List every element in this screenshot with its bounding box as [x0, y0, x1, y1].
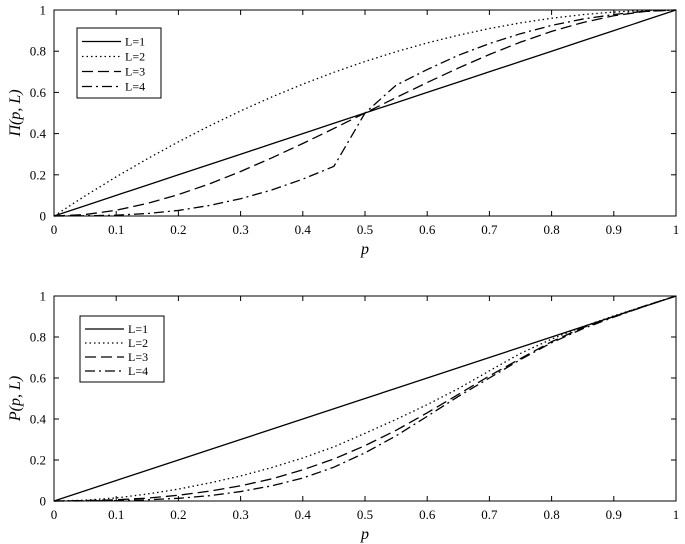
x-tick-label: 0: [51, 222, 58, 237]
x-axis-label: p: [360, 526, 369, 543]
x-tick-label: 1: [673, 507, 680, 522]
legend-label-2: L=2: [125, 50, 145, 64]
series-line-1: [53, 295, 677, 502]
x-tick-label: 0.8: [543, 507, 559, 522]
series-line-2: [53, 295, 677, 502]
bottom-chart-panel: 0 0.1 0.2 0.3 0.4 0.5 0.6 0.7 0.8 0.9 1 0 0.2 0.4 0.6 0…: [7, 289, 679, 544]
y-tick-label: 0.6: [30, 85, 47, 100]
x-tick-label: 0.4: [295, 222, 312, 237]
x-tick-label: 0.3: [232, 507, 248, 522]
x-tick-label: 0.7: [481, 507, 498, 522]
y-tick-label: 0.6: [30, 371, 47, 386]
y-tick-label: 0.8: [30, 44, 46, 59]
y-axis-label: Π(p, L): [7, 89, 24, 137]
legend-box: [79, 315, 165, 383]
x-tick-label: 0.1: [108, 222, 124, 237]
y-tick-label: 0: [40, 494, 47, 509]
x-tick-label: 0.3: [232, 222, 248, 237]
legend-box: [76, 27, 162, 99]
legend-label-3: L=3: [128, 350, 148, 364]
y-tick-label: 0.4: [30, 126, 47, 141]
y-tick-label: 0.8: [30, 330, 46, 345]
y-axis-label: P(p, L): [7, 376, 24, 422]
top-chart-panel: 0 0.1 0.2 0.3 0.4 0.5 0.6 0.7 0.8 0.9 1 0 0.2 0.4 0.6 0…: [7, 3, 679, 259]
x-tick-label: 0.1: [108, 507, 124, 522]
x-tick-label: 0.9: [606, 222, 622, 237]
x-tick-label: 0.7: [481, 222, 498, 237]
x-tick-label: 0.6: [419, 507, 436, 522]
legend-label-4: L=4: [125, 80, 145, 94]
y-tick-label: 0.2: [30, 453, 46, 468]
y-tick-label: 0.4: [30, 412, 47, 427]
series-line-3: [53, 295, 677, 502]
series-line-4: [53, 295, 677, 502]
x-axis-label: p: [360, 241, 369, 258]
y-tick-label: 1: [40, 289, 47, 304]
x-tick-label: 0.2: [170, 507, 186, 522]
legend-label-4: L=4: [128, 364, 148, 378]
x-tick-label: 0.9: [606, 507, 622, 522]
legend-label-3: L=3: [125, 65, 145, 79]
y-tick-label: 0.2: [30, 167, 46, 182]
series-line-4: [53, 9, 677, 217]
x-tick-label: 1: [673, 222, 680, 237]
x-tick-label: 0.4: [295, 507, 312, 522]
legend-label-2: L=2: [128, 336, 148, 350]
y-tick-label: 0: [40, 209, 47, 224]
x-tick-label: 0.5: [357, 507, 373, 522]
x-tick-label: 0.8: [543, 222, 559, 237]
x-tick-label: 0.2: [170, 222, 186, 237]
x-tick-label: 0.5: [357, 222, 373, 237]
x-tick-label: 0: [51, 507, 58, 522]
x-tick-label: 0.6: [419, 222, 436, 237]
legend-label-1: L=1: [128, 322, 148, 336]
y-tick-label: 1: [40, 3, 47, 18]
legend-label-1: L=1: [125, 35, 145, 49]
